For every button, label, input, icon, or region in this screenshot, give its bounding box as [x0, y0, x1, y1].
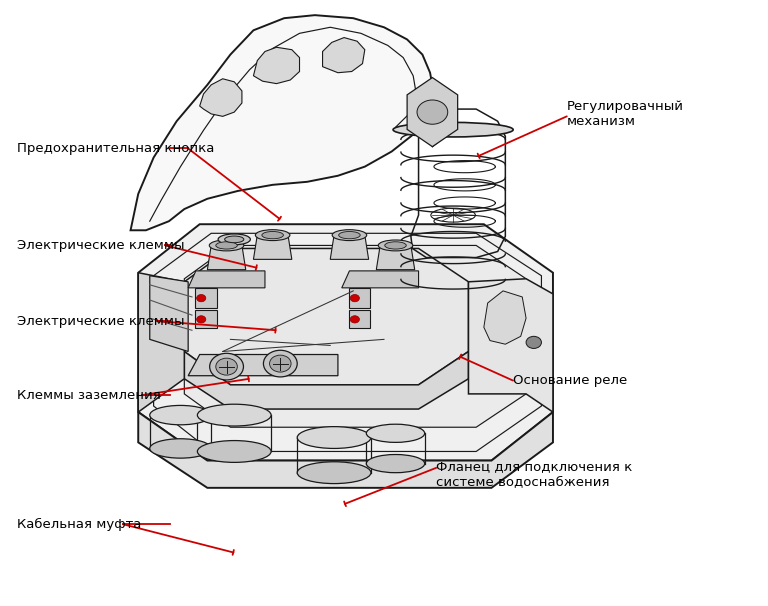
- Ellipse shape: [332, 230, 367, 241]
- Polygon shape: [330, 235, 369, 259]
- Circle shape: [350, 295, 359, 302]
- Circle shape: [417, 100, 448, 124]
- Text: Регулировачный
механизм: Регулировачный механизм: [567, 100, 684, 128]
- Polygon shape: [138, 273, 184, 412]
- Polygon shape: [138, 224, 553, 461]
- Circle shape: [216, 358, 237, 375]
- Ellipse shape: [297, 462, 371, 484]
- Polygon shape: [184, 245, 526, 427]
- Ellipse shape: [197, 441, 271, 462]
- Circle shape: [263, 350, 297, 377]
- Polygon shape: [207, 245, 246, 270]
- Circle shape: [197, 295, 206, 302]
- Polygon shape: [188, 355, 338, 376]
- Ellipse shape: [216, 242, 237, 249]
- Polygon shape: [200, 79, 242, 116]
- Polygon shape: [253, 47, 300, 84]
- Circle shape: [270, 355, 291, 372]
- Ellipse shape: [150, 405, 211, 425]
- Bar: [195, 288, 217, 308]
- Polygon shape: [342, 271, 419, 288]
- Bar: [349, 310, 370, 328]
- Polygon shape: [253, 235, 292, 259]
- Text: Электрические клеммы: Электрические клеммы: [17, 239, 184, 252]
- Ellipse shape: [209, 240, 244, 251]
- Ellipse shape: [339, 231, 360, 239]
- Ellipse shape: [297, 427, 371, 448]
- Polygon shape: [407, 78, 458, 147]
- Ellipse shape: [385, 242, 406, 249]
- Polygon shape: [131, 15, 434, 230]
- Ellipse shape: [366, 454, 425, 473]
- Polygon shape: [184, 351, 468, 409]
- Ellipse shape: [366, 424, 425, 442]
- Text: Клеммы заземления: Клеммы заземления: [17, 388, 161, 402]
- Polygon shape: [376, 245, 415, 270]
- Bar: [195, 310, 217, 328]
- Polygon shape: [484, 291, 526, 344]
- Ellipse shape: [224, 236, 244, 243]
- Circle shape: [350, 316, 359, 323]
- Ellipse shape: [197, 404, 271, 426]
- Polygon shape: [150, 276, 188, 351]
- Text: Фланец для подключения к
системе водоснабжения: Фланец для подключения к системе водосна…: [436, 460, 633, 488]
- Polygon shape: [468, 279, 553, 412]
- Ellipse shape: [255, 230, 290, 241]
- Circle shape: [197, 316, 206, 323]
- Ellipse shape: [150, 439, 211, 458]
- Bar: [349, 288, 370, 308]
- Circle shape: [526, 336, 541, 348]
- Circle shape: [210, 353, 243, 380]
- Text: Основание реле: Основание реле: [513, 374, 627, 387]
- Ellipse shape: [262, 231, 283, 239]
- Ellipse shape: [378, 240, 412, 251]
- Polygon shape: [184, 248, 468, 385]
- Text: Предохранительная кнопка: Предохранительная кнопка: [17, 142, 214, 155]
- Polygon shape: [138, 412, 553, 488]
- Text: Кабельная муфта: Кабельная муфта: [17, 518, 141, 531]
- Polygon shape: [323, 38, 365, 73]
- Text: Электрические клеммы: Электрические клеммы: [17, 315, 184, 328]
- Ellipse shape: [393, 122, 513, 137]
- Ellipse shape: [218, 234, 250, 245]
- Polygon shape: [188, 271, 265, 288]
